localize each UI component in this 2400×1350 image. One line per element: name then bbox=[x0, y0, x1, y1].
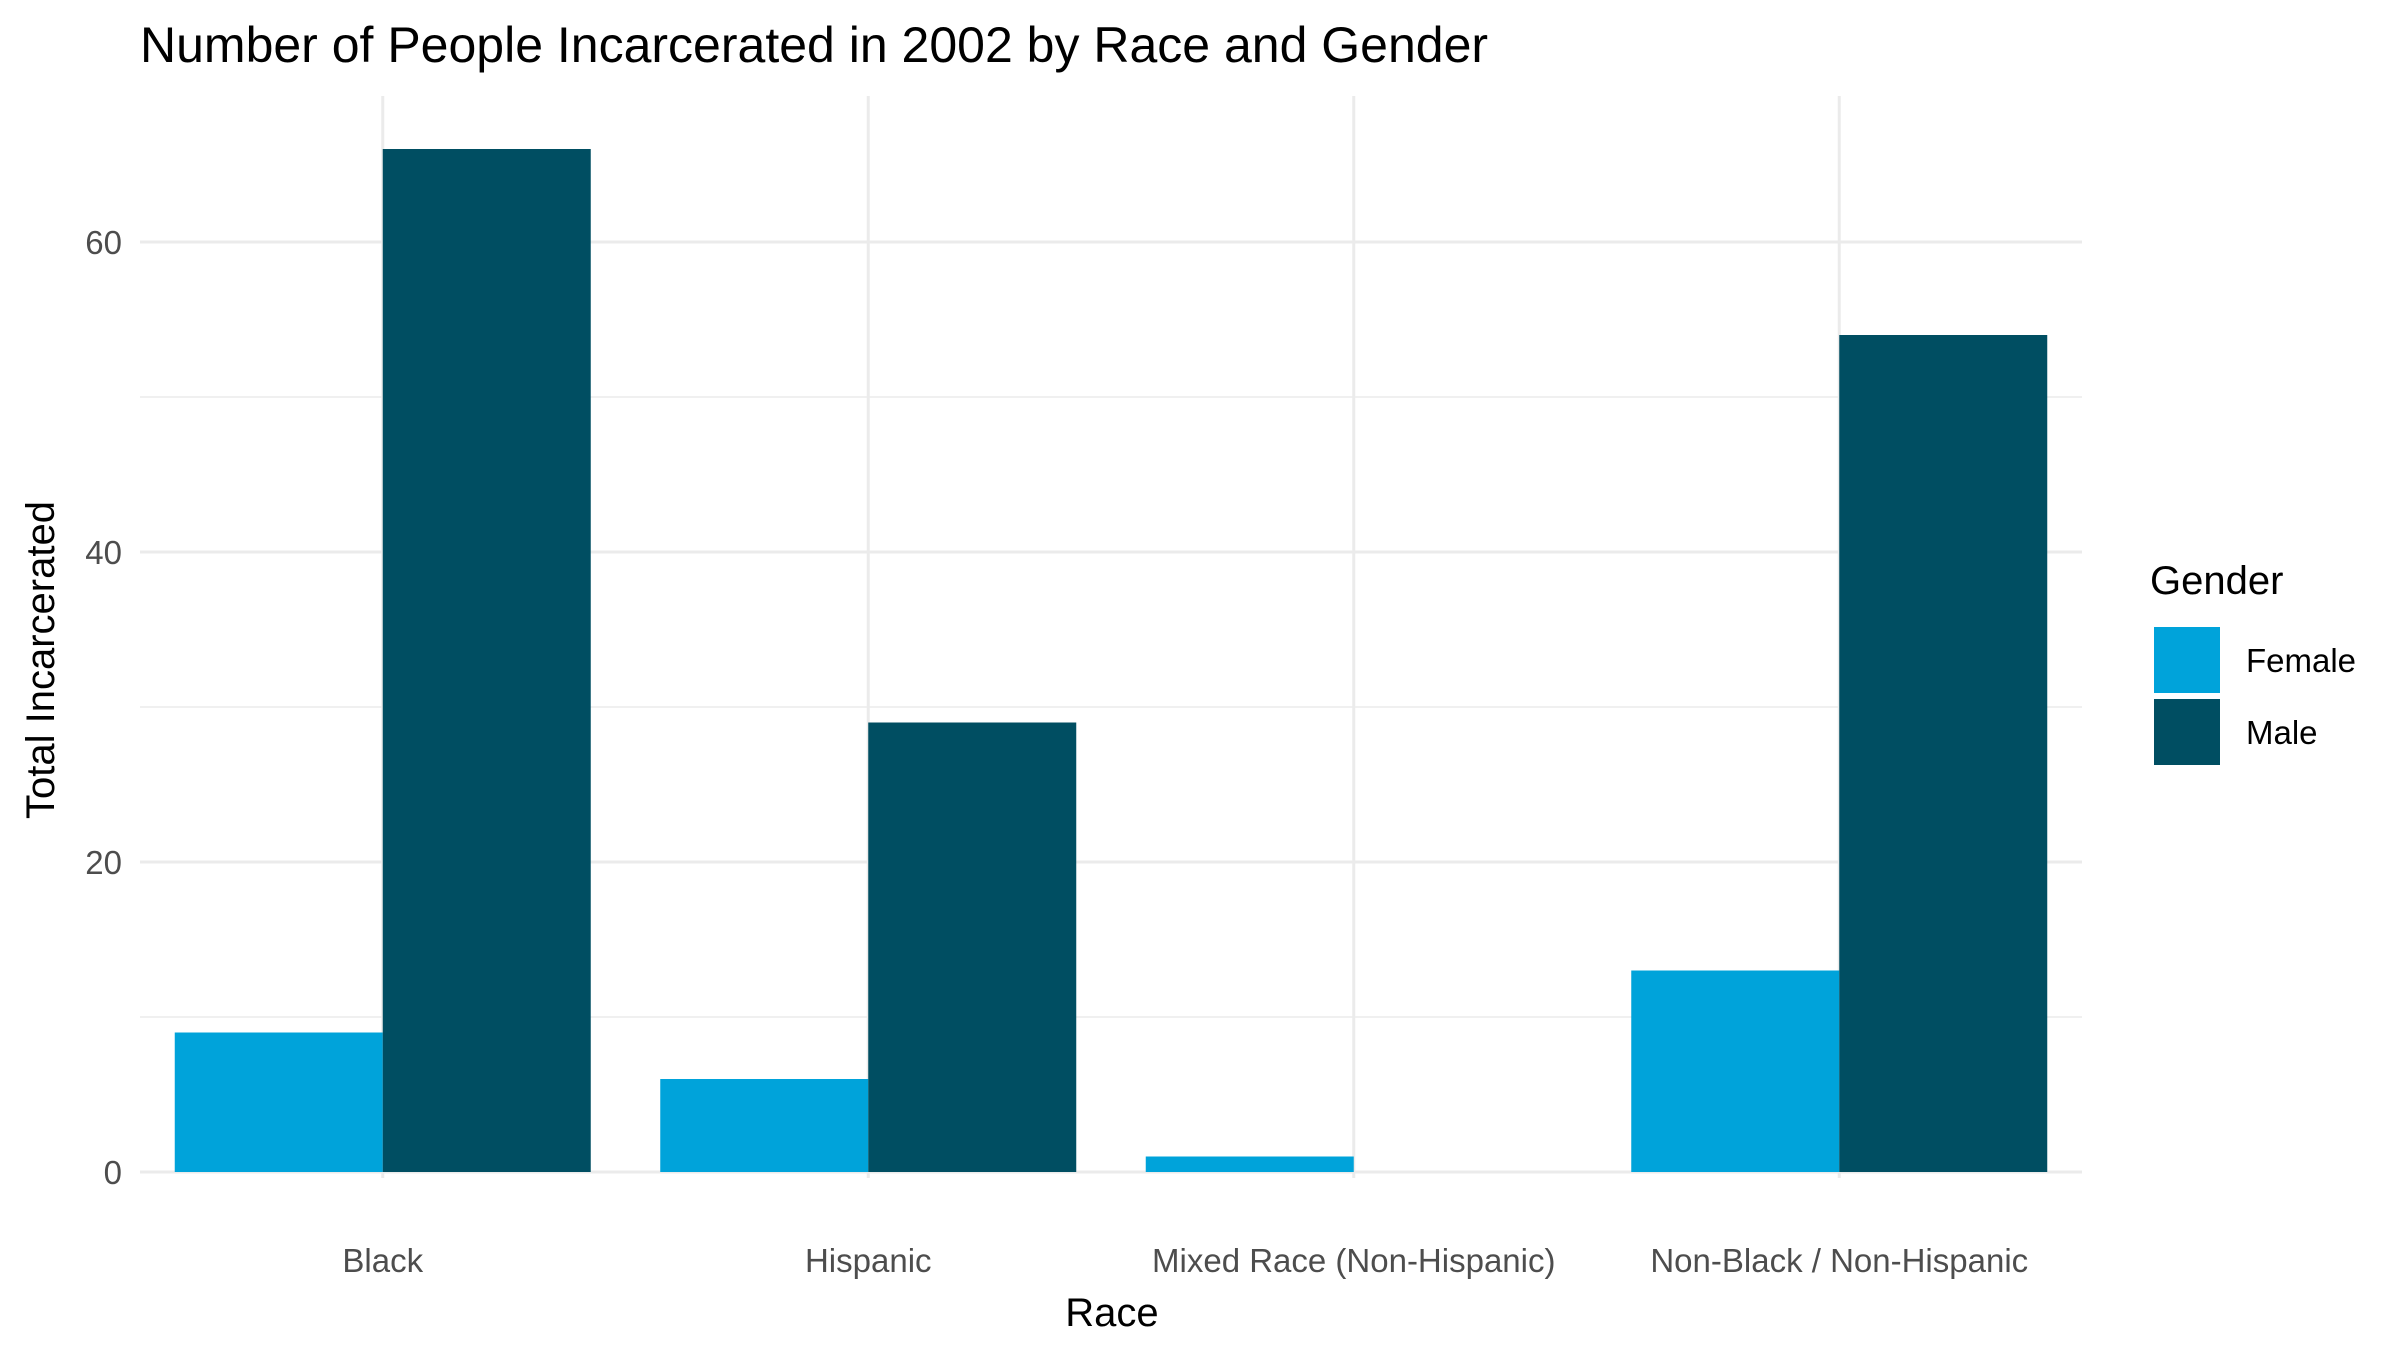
x-axis-title: Race bbox=[1065, 1291, 1158, 1335]
y-tick-label: 40 bbox=[85, 534, 122, 571]
y-tick-label: 0 bbox=[104, 1154, 122, 1191]
x-tick-label: Mixed Race (Non-Hispanic) bbox=[1152, 1242, 1555, 1279]
legend-key-female bbox=[2154, 627, 2220, 693]
legend-label-male: Male bbox=[2246, 714, 2318, 751]
x-tick-label: Black bbox=[342, 1242, 423, 1279]
bar-female-4 bbox=[1631, 970, 1840, 1172]
legend-items: Female Male bbox=[2154, 627, 2356, 765]
bar-male-4 bbox=[1839, 335, 2048, 1172]
legend: Gender Female Male bbox=[2150, 559, 2356, 765]
y-tick-label: 60 bbox=[85, 224, 122, 261]
x-tick-label: Non-Black / Non-Hispanic bbox=[1650, 1242, 2028, 1279]
y-axis-ticks: 0 20 40 60 bbox=[85, 224, 122, 1191]
y-axis-title: Total Incarcerated bbox=[19, 501, 63, 819]
x-axis-ticks: Black Hispanic Mixed Race (Non-Hispanic) No… bbox=[342, 1242, 2028, 1279]
legend-label-female: Female bbox=[2246, 642, 2356, 679]
legend-title: Gender bbox=[2150, 559, 2283, 603]
legend-key-male bbox=[2154, 699, 2220, 765]
bars-group bbox=[174, 149, 2048, 1172]
x-tick-label: Hispanic bbox=[805, 1242, 932, 1279]
bar-female-2 bbox=[660, 1079, 869, 1172]
bar-female-1 bbox=[174, 1032, 383, 1172]
chart-title: Number of People Incarcerated in 2002 by… bbox=[140, 17, 1488, 73]
bar-male-1 bbox=[382, 149, 591, 1172]
y-tick-label: 20 bbox=[85, 844, 122, 881]
bar-male-2 bbox=[868, 722, 1077, 1172]
bar-female-3 bbox=[1145, 1156, 1354, 1172]
